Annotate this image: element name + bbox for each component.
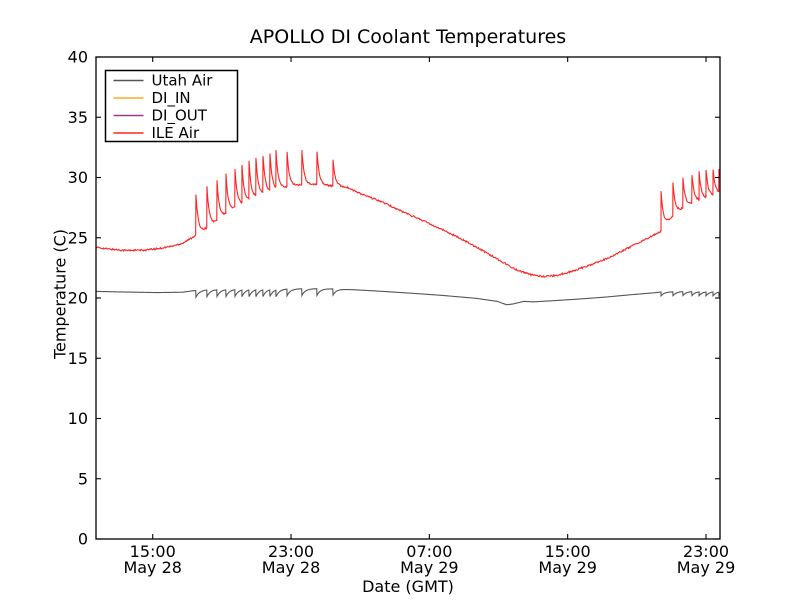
y-tick-label: 5 <box>78 469 88 488</box>
ile-air-legend-label: ILE Air <box>152 124 200 142</box>
y-axis-label: Temperature (C) <box>50 228 70 360</box>
x-tick-date-label: May 29 <box>677 558 736 577</box>
y-tick-label: 25 <box>68 228 88 247</box>
di-out-legend-label: DI_OUT <box>152 107 208 126</box>
x-tick-time-label: 07:00 <box>406 542 452 561</box>
x-tick-date-label: May 28 <box>262 558 321 577</box>
tick-marks <box>96 56 720 540</box>
y-tick-label: 40 <box>68 48 88 67</box>
x-tick-time-label: 15:00 <box>545 542 591 561</box>
x-tick-time-label: 23:00 <box>268 542 314 561</box>
x-tick-date-label: May 29 <box>400 558 459 577</box>
ile-air-line <box>96 150 720 278</box>
x-tick-date-label: May 28 <box>123 558 182 577</box>
utah-air-legend-label: Utah Air <box>152 72 214 90</box>
y-tick-label: 10 <box>68 409 88 428</box>
y-tick-label: 0 <box>78 530 88 549</box>
utah-air-line <box>96 288 720 306</box>
y-tick-label: 15 <box>68 349 88 368</box>
x-axis-label: Date (GMT) <box>362 577 454 596</box>
di-in-legend-label: DI_IN <box>152 89 191 108</box>
x-tick-date-label: May 29 <box>538 558 597 577</box>
y-tick-label: 35 <box>68 108 88 127</box>
chart-title: APOLLO DI Coolant Temperatures <box>249 26 567 48</box>
x-tick-time-label: 15:00 <box>130 542 176 561</box>
y-tick-label: 30 <box>68 168 88 187</box>
y-tick-label: 20 <box>68 289 88 308</box>
legend-box <box>104 69 239 143</box>
x-tick-time-label: 23:00 <box>683 542 729 561</box>
